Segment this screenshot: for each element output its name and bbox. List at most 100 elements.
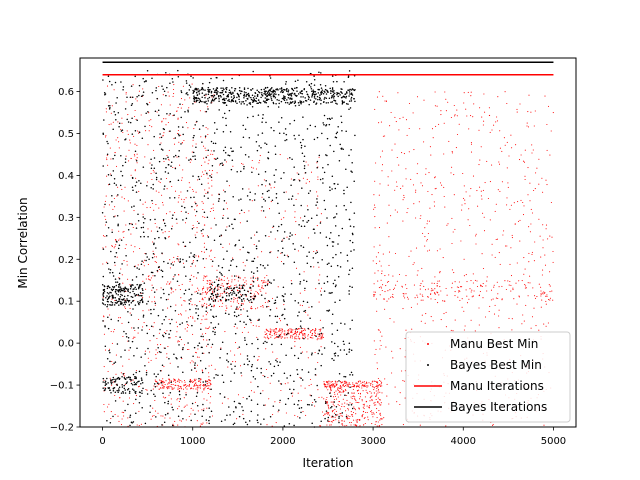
scatter-point (252, 70, 254, 73)
scatter-point (169, 130, 171, 132)
scatter-point (103, 119, 105, 121)
scatter-point (284, 332, 286, 334)
scatter-point (173, 387, 175, 389)
scatter-point (310, 217, 313, 219)
scatter-point (259, 263, 262, 266)
scatter-point (204, 96, 206, 99)
scatter-point (246, 116, 249, 119)
scatter-point (136, 130, 139, 132)
scatter-point (191, 284, 193, 286)
scatter-point (340, 121, 343, 124)
scatter-point (274, 97, 277, 99)
scatter-point (110, 392, 112, 394)
scatter-point (348, 273, 350, 276)
scatter-point (244, 326, 246, 329)
scatter-point (155, 375, 157, 378)
scatter-point (199, 385, 201, 387)
scatter-point (313, 266, 315, 268)
scatter-point (434, 292, 436, 294)
scatter-point (211, 99, 214, 102)
scatter-point (276, 361, 278, 363)
scatter-point (277, 89, 279, 91)
scatter-point (549, 297, 551, 299)
scatter-point (340, 252, 342, 254)
scatter-point (222, 302, 224, 304)
scatter-point (102, 79, 104, 81)
scatter-point (208, 90, 211, 93)
scatter-point (332, 401, 334, 403)
scatter-point (195, 87, 197, 90)
scatter-point (102, 296, 104, 299)
scatter-point (486, 276, 488, 278)
scatter-point (162, 381, 164, 383)
scatter-point (282, 98, 285, 100)
scatter-point (311, 404, 313, 406)
scatter-point (332, 241, 335, 243)
scatter-point (315, 335, 317, 337)
scatter-point (335, 102, 337, 105)
scatter-point (124, 161, 127, 163)
scatter-point (350, 201, 352, 204)
scatter-point (226, 95, 228, 98)
scatter-point (308, 237, 310, 239)
scatter-point (174, 167, 177, 170)
scatter-point (297, 403, 299, 406)
scatter-point (389, 318, 391, 320)
scatter-point (264, 284, 267, 287)
scatter-point (312, 89, 314, 91)
scatter-point (274, 401, 276, 403)
scatter-point (307, 98, 310, 100)
scatter-point (519, 240, 521, 242)
scatter-point (338, 373, 341, 375)
scatter-point (303, 165, 306, 167)
scatter-point (114, 400, 117, 402)
scatter-point (324, 413, 326, 415)
scatter-point (351, 414, 353, 416)
scatter-point (148, 328, 150, 330)
scatter-point (544, 264, 547, 266)
scatter-point (270, 187, 272, 189)
scatter-point (307, 164, 309, 166)
scatter-point (167, 262, 169, 265)
scatter-point (346, 414, 348, 416)
scatter-point (305, 280, 308, 283)
scatter-point (202, 125, 204, 127)
scatter-point (272, 102, 275, 105)
scatter-point (378, 91, 380, 93)
scatter-point (203, 352, 205, 354)
scatter-point (189, 380, 191, 383)
scatter-point (126, 298, 128, 300)
scatter-point (430, 298, 432, 300)
scatter-point (138, 179, 140, 182)
scatter-point (497, 297, 499, 300)
scatter-point (133, 292, 136, 295)
scatter-point (347, 103, 349, 105)
scatter-point (484, 182, 486, 184)
scatter-point (353, 392, 355, 394)
scatter-point (516, 108, 518, 110)
scatter-point (110, 417, 112, 420)
scatter-point (300, 332, 303, 334)
scatter-point (307, 327, 309, 330)
scatter-point (185, 260, 188, 262)
scatter-point (451, 152, 453, 154)
scatter-point (522, 214, 525, 216)
scatter-point (149, 124, 151, 127)
scatter-point (200, 323, 202, 325)
scatter-point (395, 284, 397, 286)
scatter-point (188, 348, 190, 351)
scatter-point (134, 184, 137, 187)
scatter-point (450, 329, 452, 331)
scatter-point (317, 176, 319, 178)
scatter-point (128, 390, 131, 393)
scatter-point (496, 120, 499, 122)
scatter-point (166, 155, 168, 157)
scatter-point (142, 292, 144, 294)
scatter-point (552, 250, 554, 253)
scatter-point (275, 328, 278, 330)
scatter-point (172, 291, 174, 293)
scatter-point (546, 295, 548, 297)
scatter-point (380, 344, 382, 347)
scatter-point (321, 132, 323, 135)
scatter-point (185, 80, 188, 82)
